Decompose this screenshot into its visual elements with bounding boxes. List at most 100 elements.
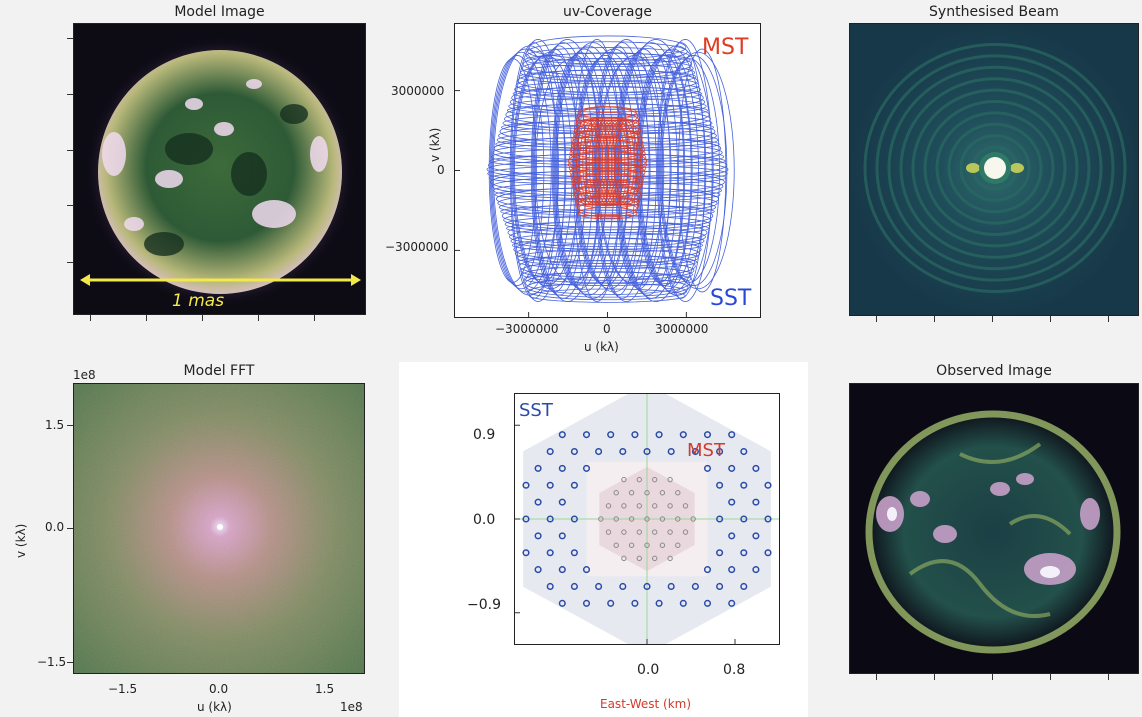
mst-arc (576, 106, 639, 126)
mst-tracks (567, 106, 648, 220)
sst-arc (528, 35, 687, 60)
sst-telescope (558, 498, 566, 506)
sst-telescope (752, 498, 760, 506)
sst-telescope (691, 447, 699, 456)
sst-telescope (546, 447, 554, 456)
mst-arc (571, 134, 644, 151)
mst-arc (568, 162, 647, 175)
uv-xtick-label: −3000000 (495, 322, 559, 336)
sst-telescope (752, 532, 760, 540)
beam-ring (947, 122, 1043, 214)
mst-telescope (636, 555, 643, 562)
sst-telescope (764, 549, 772, 557)
sst-track (490, 51, 552, 290)
sst-telescope (582, 599, 591, 607)
sst-telescope (655, 599, 663, 607)
sst-telescope (740, 481, 748, 489)
mst-track (591, 119, 619, 206)
beam-plot (849, 23, 1139, 316)
tick (314, 315, 315, 321)
uv-coverage-svg: MST SST (455, 35, 752, 317)
sst-arc (517, 254, 698, 270)
mst-telescope (613, 490, 619, 496)
sst-telescope (558, 566, 566, 574)
sst-telescope (546, 582, 554, 591)
mst-telescope (682, 529, 689, 535)
sst-telescope (607, 431, 615, 439)
mst-telescope (652, 529, 658, 535)
sst-track (638, 51, 699, 290)
model-image-plot: 1 mas (73, 23, 366, 315)
array-ytick-label: 0.9 (473, 427, 496, 443)
mst-telescope (644, 542, 650, 548)
fft-ytick-label: 1.5 (45, 418, 65, 432)
mst-track (582, 119, 610, 206)
sst-telescope (546, 481, 554, 489)
beam-ring (959, 134, 1031, 202)
model-image-svg: 1 mas (74, 24, 365, 314)
sst-arc (490, 170, 725, 194)
array-ytick-label: −0.9 (467, 597, 501, 613)
mst-telescope (667, 529, 673, 535)
mst-track (601, 119, 629, 206)
mst-telescope (659, 516, 666, 522)
sst-telescope (728, 532, 736, 540)
mst-telescope (667, 476, 673, 483)
fft-xtick-label: −1.5 (108, 682, 138, 696)
fft-yaxis-label: v (kλ) (14, 523, 28, 558)
mst-telescope (613, 516, 619, 522)
sst-arc (511, 86, 704, 110)
sst-telescope (570, 481, 578, 489)
mst-track (585, 119, 613, 206)
sst-telescope (570, 549, 578, 557)
mst-telescope (621, 529, 627, 535)
array-xtick-label: 0.8 (723, 662, 746, 678)
sst-telescope (558, 464, 566, 472)
mst-arc (568, 150, 647, 164)
sst-telescope (740, 515, 748, 523)
mst-telescope (667, 503, 673, 509)
mst-track (572, 119, 601, 206)
mst-arc (577, 106, 638, 119)
tick (67, 94, 73, 95)
sst-telescope (728, 599, 736, 607)
sst-telescope (570, 582, 578, 591)
sst-arc (523, 271, 692, 286)
tick (90, 315, 91, 321)
mst-track (613, 119, 642, 206)
observed-plot (849, 383, 1139, 674)
fft-xtick-label: 0.0 (209, 682, 229, 696)
beam-title: Synthesised Beam (929, 4, 1059, 20)
mst-telescope (659, 490, 666, 496)
array-ytick-label: 0.0 (473, 512, 496, 528)
sst-telescope (631, 431, 639, 439)
tick (67, 38, 73, 39)
sst-telescope (703, 464, 712, 472)
sst-track (678, 48, 727, 293)
mst-telescope (628, 542, 635, 548)
sst-track (661, 51, 735, 290)
tick (1108, 316, 1109, 322)
mst-arc (577, 206, 638, 220)
mst-telescope (628, 516, 635, 522)
sst-arc (506, 103, 709, 118)
sst-telescope (546, 515, 554, 523)
sst-telescope (582, 464, 591, 472)
uv-xtick-label: 3000000 (655, 322, 709, 336)
uv-coverage-plot: MST SST (454, 23, 761, 318)
sun-disk (98, 50, 342, 294)
sst-track (660, 55, 728, 286)
array-svg: SST MST (515, 394, 779, 644)
sst-track (489, 55, 545, 286)
sst-arc (519, 254, 696, 279)
uv-coverage-title: uv-Coverage (563, 4, 652, 20)
fft-y-offset: 1e8 (73, 368, 96, 382)
sst-telescope (534, 498, 542, 506)
sst-telescope (582, 566, 591, 574)
sst-arc (506, 221, 709, 236)
beam-ring (923, 100, 1067, 236)
sst-telescope (643, 582, 651, 591)
sst-arc (529, 288, 686, 303)
beam-ring (863, 43, 1127, 293)
scale-annotation: 1 mas (172, 291, 224, 311)
